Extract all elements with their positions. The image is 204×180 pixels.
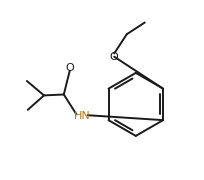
Text: O: O [65,62,74,73]
Text: O: O [109,52,118,62]
Text: HN: HN [73,111,90,121]
